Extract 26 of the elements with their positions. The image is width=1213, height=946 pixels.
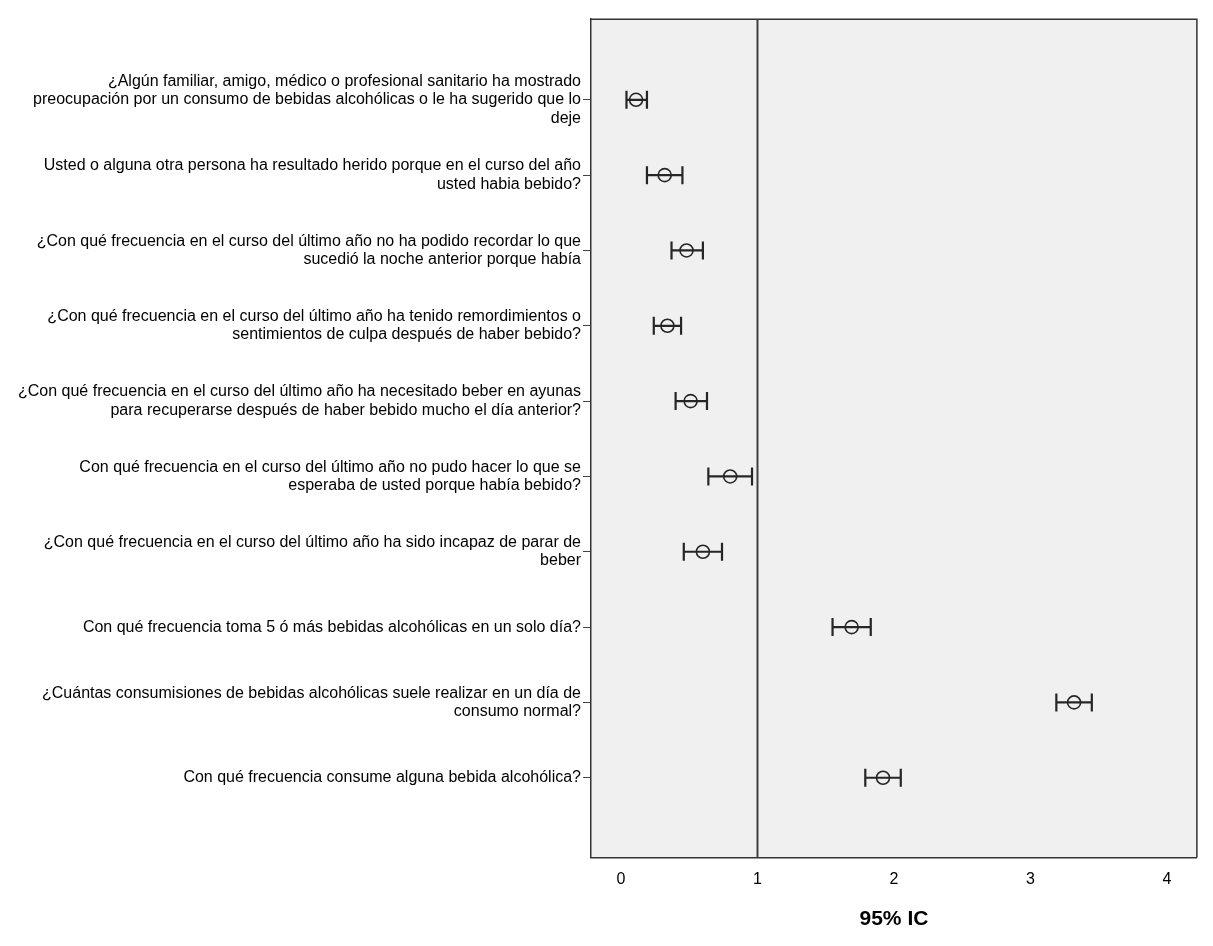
x-tick-label: 4 (1162, 869, 1172, 887)
x-tick-label: 1 (753, 869, 763, 887)
point (875, 770, 891, 786)
point (683, 393, 698, 409)
y-tick-label: Con qué frecuencia toma 5 ó más bebidas alcohólicas en un solo día? (82, 617, 582, 635)
y-tick-label: ¿Cuántas consumisiones de bebidas alcohólicas suele realizar en un día de consumo normal? (42, 683, 582, 720)
point (657, 167, 672, 183)
x-tick-label: 2 (889, 869, 899, 887)
y-tick-label: Usted o alguna otra persona ha resultado herido porque en el curso del año usted habia bebido? (43, 156, 582, 192)
y-tick-label: ¿Con qué frecuencia en el curso del último año ha sido incapaz de parar de beber (43, 532, 582, 569)
x-tick-label: 0 (616, 869, 626, 887)
point (628, 92, 644, 108)
point (679, 243, 694, 258)
y-tick-label: ¿Con qué frecuencia en el curso del último año ha necesitado beber en ayunas para recuperarse después de haber bebido mucho el día anterior? (17, 382, 582, 418)
x-tick-label: 3 (1025, 869, 1035, 887)
x-axis-title: 95% IC (859, 906, 929, 930)
y-tick-label: ¿Algún familiar, amigo, médico o profesional sanitario ha mostrado preocupación por un consumo de bebidas alcohólicas o le ha sugerido que lo deje (33, 71, 582, 126)
point (1066, 695, 1082, 710)
y-tick-label: Con qué frecuencia en el curso del último año no pudo hacer lo que se esperaba de usted porque había bebido? (79, 457, 582, 494)
point (660, 318, 675, 334)
y-tick-label: ¿Con qué frecuencia en el curso del último año ha tenido remordimientos o sentimientos de culpa después de haber bebido? (47, 306, 582, 343)
y-tick-label: ¿Con qué frecuencia en el curso del último año no ha podido recordar lo que sucedió la noche anterior porque había (36, 231, 582, 268)
point (722, 469, 738, 484)
point (844, 619, 859, 635)
point (695, 544, 711, 560)
y-tick-label: Con qué frecuencia consume alguna bebida alcohólica? (183, 768, 582, 786)
